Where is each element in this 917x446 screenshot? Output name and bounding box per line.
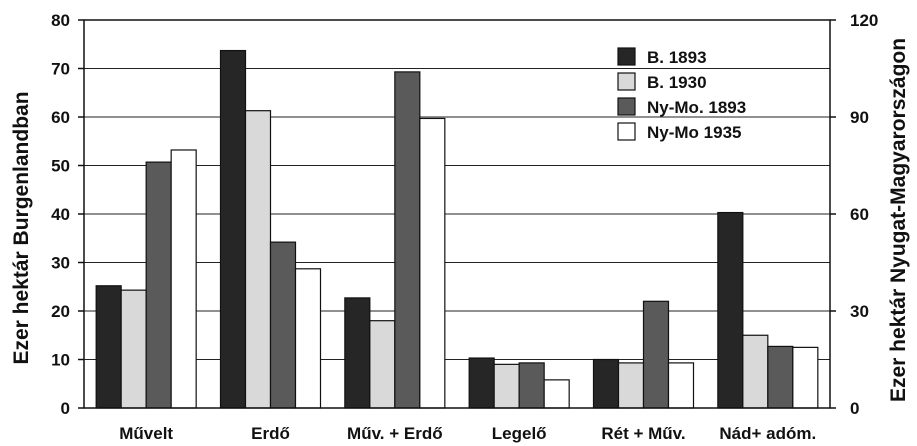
right-axis-ticks: 0 30 60 90 120 bbox=[830, 11, 878, 418]
legend-swatch bbox=[617, 47, 636, 66]
category-labels: Művelt Erdő Műv. + Erdő Legelő Rét + Műv. Nád… bbox=[119, 424, 816, 443]
bar-3-4 bbox=[518, 362, 545, 409]
left-tick-label: 10 bbox=[51, 351, 70, 370]
category-label: Nád+ adóm. bbox=[719, 424, 816, 443]
right-tick-label: 0 bbox=[850, 399, 859, 418]
bar-4-1 bbox=[170, 149, 197, 409]
left-tick-label: 50 bbox=[51, 157, 70, 176]
bar-1-5 bbox=[592, 358, 620, 409]
category-label: Műv. + Erdő bbox=[347, 424, 443, 443]
category-label: Rét + Műv. bbox=[601, 424, 685, 443]
bar-1-2 bbox=[219, 49, 247, 409]
bar-4-3 bbox=[419, 117, 446, 409]
bar-1-3 bbox=[344, 297, 371, 409]
y-axis-label-right: Ezer hektár Nyugat-Magyarországon bbox=[887, 38, 910, 402]
bar-4-5 bbox=[667, 362, 695, 409]
legend-label: Ny-Mo 1935 bbox=[647, 123, 741, 142]
legend-label: B. 1893 bbox=[647, 48, 707, 67]
right-tick-label: 60 bbox=[850, 205, 869, 224]
legend: B. 1893 B. 1930 Ny-Mo. 1893 Ny-Mo 1935 bbox=[617, 47, 746, 142]
y-axis-label-left: Ezer hektár Burgenlandban bbox=[10, 91, 33, 364]
bar-3-2 bbox=[269, 241, 297, 409]
left-axis-ticks: 0 10 20 30 40 50 60 70 80 bbox=[51, 11, 84, 418]
right-tick-label: 90 bbox=[850, 108, 869, 127]
bar-2-3 bbox=[369, 320, 396, 409]
right-tick-label: 120 bbox=[850, 11, 878, 30]
bar-3-3 bbox=[394, 71, 421, 409]
bar-4-6 bbox=[792, 346, 819, 409]
gridlines bbox=[84, 68, 830, 360]
bar-2-1 bbox=[120, 289, 147, 409]
legend-swatch bbox=[617, 122, 636, 141]
legend-label: B. 1930 bbox=[647, 73, 707, 92]
bar-4-2 bbox=[294, 268, 322, 409]
left-tick-label: 60 bbox=[51, 108, 70, 127]
bar-2-4 bbox=[493, 363, 520, 409]
category-label: Legelő bbox=[492, 424, 547, 443]
bar-1-1 bbox=[95, 285, 122, 409]
bar-3-1 bbox=[145, 161, 172, 409]
bar-1-4 bbox=[468, 357, 495, 409]
bar-2-2 bbox=[244, 110, 272, 409]
bar-1-6 bbox=[717, 211, 744, 409]
bar-2-5 bbox=[617, 362, 645, 409]
left-tick-label: 80 bbox=[51, 11, 70, 30]
left-tick-label: 30 bbox=[51, 254, 70, 273]
left-tick-label: 40 bbox=[51, 205, 70, 224]
bar-3-6 bbox=[767, 345, 794, 409]
left-tick-label: 70 bbox=[51, 60, 70, 79]
bar-4-4 bbox=[543, 379, 570, 409]
left-tick-label: 20 bbox=[51, 302, 70, 321]
legend-swatch bbox=[617, 97, 636, 116]
category-label: Művelt bbox=[119, 424, 173, 443]
bar-3-5 bbox=[642, 300, 670, 409]
right-tick-label: 30 bbox=[850, 302, 869, 321]
legend-swatch bbox=[617, 72, 636, 91]
bar-2-6 bbox=[742, 334, 769, 409]
left-tick-label: 0 bbox=[61, 399, 70, 418]
bars bbox=[95, 49, 819, 409]
category-label: Erdő bbox=[251, 424, 290, 443]
legend-label: Ny-Mo. 1893 bbox=[647, 98, 746, 117]
